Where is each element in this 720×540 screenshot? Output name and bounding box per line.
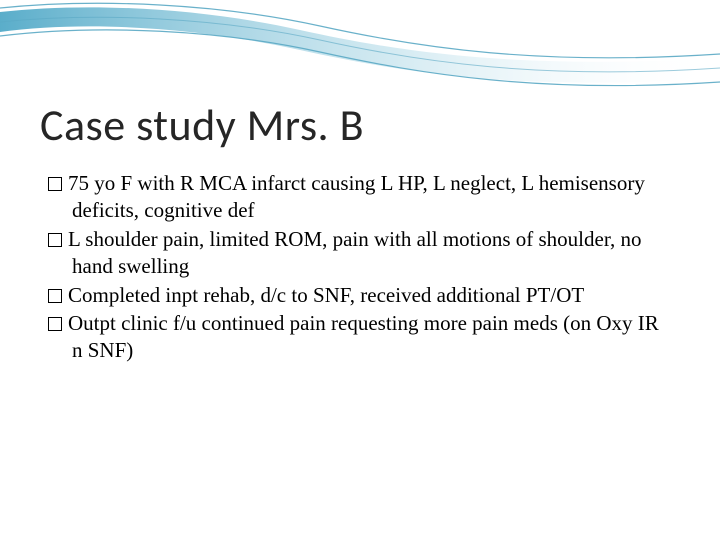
- bullet-item: Completed inpt rehab, d/c to SNF, receiv…: [48, 282, 672, 309]
- bullet-marker: [48, 317, 62, 331]
- bullet-text: 75 yo F with R MCA infarct causing L HP,…: [68, 171, 645, 222]
- bullet-marker: [48, 177, 62, 191]
- bullet-text: Outpt clinic f/u continued pain requesti…: [68, 311, 659, 362]
- bullet-text: Completed inpt rehab, d/c to SNF, receiv…: [68, 283, 584, 307]
- decorative-wave: [0, 0, 720, 105]
- bullet-item: 75 yo F with R MCA infarct causing L HP,…: [48, 170, 672, 224]
- bullet-marker: [48, 233, 62, 247]
- bullet-marker: [48, 289, 62, 303]
- bullet-text: L shoulder pain, limited ROM, pain with …: [68, 227, 642, 278]
- slide-body: 75 yo F with R MCA infarct causing L HP,…: [48, 170, 672, 366]
- slide-title: Case study Mrs. B: [40, 98, 364, 152]
- bullet-item: Outpt clinic f/u continued pain requesti…: [48, 310, 672, 364]
- bullet-item: L shoulder pain, limited ROM, pain with …: [48, 226, 672, 280]
